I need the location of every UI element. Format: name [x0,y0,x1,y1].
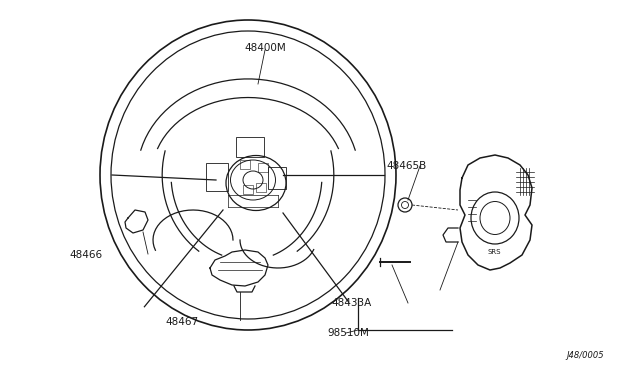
Text: 48467: 48467 [166,317,199,327]
Text: J48/0005: J48/0005 [567,351,604,360]
Bar [206,163,228,191]
Text: SRS: SRS [487,249,500,255]
Bar [240,160,250,169]
Bar [256,183,266,192]
Text: 48400M: 48400M [244,44,287,53]
Text: 48466: 48466 [70,250,103,260]
Text: 48433A: 48433A [332,298,372,308]
Bar [258,163,268,172]
Bar [243,185,253,194]
Bar [268,167,286,189]
Text: 48465B: 48465B [387,161,426,170]
Text: 98510M: 98510M [328,328,370,338]
Bar [236,137,264,157]
